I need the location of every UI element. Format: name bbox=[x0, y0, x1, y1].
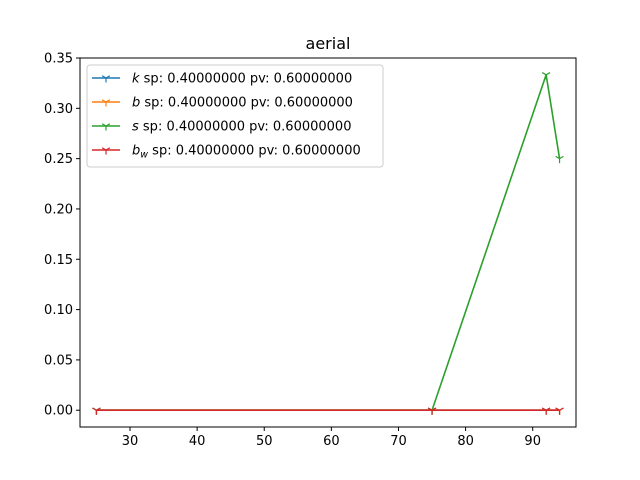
y-tick-label: 0.00 bbox=[44, 404, 73, 419]
data-point bbox=[92, 407, 101, 415]
legend-entry: bw sp: 0.40000000 pv: 0.60000000 bbox=[92, 144, 361, 161]
legend-label: k sp: 0.40000000 pv: 0.60000000 bbox=[132, 72, 352, 87]
series-k bbox=[92, 407, 564, 415]
data-point bbox=[101, 75, 111, 83]
data-point bbox=[427, 407, 437, 415]
data-point bbox=[541, 407, 551, 415]
x-tick-label: 50 bbox=[256, 434, 273, 449]
x-tick-label: 40 bbox=[189, 434, 206, 449]
y-axis: 0.00 0.05 0.10 0.15 0.20 0.25 0.30 0.35 bbox=[44, 52, 80, 419]
chart-title: aerial bbox=[306, 34, 351, 53]
x-axis: 30 40 50 60 70 80 90 bbox=[122, 427, 541, 449]
series-b bbox=[92, 407, 564, 415]
y-tick-label: 0.20 bbox=[44, 202, 73, 217]
data-point bbox=[101, 99, 111, 107]
x-tick-label: 80 bbox=[457, 434, 474, 449]
legend-suffix: sp: 0.40000000 pv: 0.60000000 bbox=[148, 144, 361, 159]
data-point bbox=[555, 155, 564, 164]
legend-label: b sp: 0.40000000 pv: 0.60000000 bbox=[132, 96, 353, 111]
y-tick-label: 0.25 bbox=[44, 152, 73, 167]
x-tick-label: 60 bbox=[323, 434, 340, 449]
legend-entry: b sp: 0.40000000 pv: 0.60000000 bbox=[92, 96, 353, 111]
y-tick-label: 0.15 bbox=[44, 253, 73, 268]
x-tick-label: 90 bbox=[524, 434, 541, 449]
legend-entry: k sp: 0.40000000 pv: 0.60000000 bbox=[92, 72, 352, 87]
legend-box bbox=[86, 64, 384, 168]
y-tick-label: 0.35 bbox=[44, 52, 73, 67]
plot-frame bbox=[79, 57, 577, 428]
x-tick-label: 30 bbox=[122, 434, 139, 449]
legend-suffix: sp: 0.40000000 pv: 0.60000000 bbox=[140, 96, 353, 111]
plot-series bbox=[92, 72, 564, 415]
legend-symbol: b bbox=[132, 96, 140, 111]
legend-label: bw sp: 0.40000000 pv: 0.60000000 bbox=[132, 144, 361, 161]
legend-suffix: sp: 0.40000000 pv: 0.60000000 bbox=[140, 72, 353, 87]
legend-symbol: s bbox=[132, 120, 139, 135]
legend-subscript: w bbox=[140, 150, 148, 161]
legend-label: s sp: 0.40000000 pv: 0.60000000 bbox=[132, 120, 351, 135]
data-point bbox=[101, 147, 111, 155]
data-point bbox=[541, 72, 551, 80]
x-tick-label: 70 bbox=[390, 434, 407, 449]
y-tick-label: 0.10 bbox=[44, 303, 73, 318]
y-tick-label: 0.05 bbox=[44, 353, 73, 368]
legend-entry: s sp: 0.40000000 pv: 0.60000000 bbox=[92, 120, 351, 135]
y-tick-label: 0.30 bbox=[44, 102, 73, 117]
legend-symbol: b bbox=[132, 144, 140, 159]
legend-symbol: k bbox=[132, 72, 140, 87]
legend-suffix: sp: 0.40000000 pv: 0.60000000 bbox=[139, 120, 352, 135]
data-point bbox=[555, 407, 564, 415]
series-b-w bbox=[92, 407, 564, 415]
data-point bbox=[101, 123, 111, 131]
